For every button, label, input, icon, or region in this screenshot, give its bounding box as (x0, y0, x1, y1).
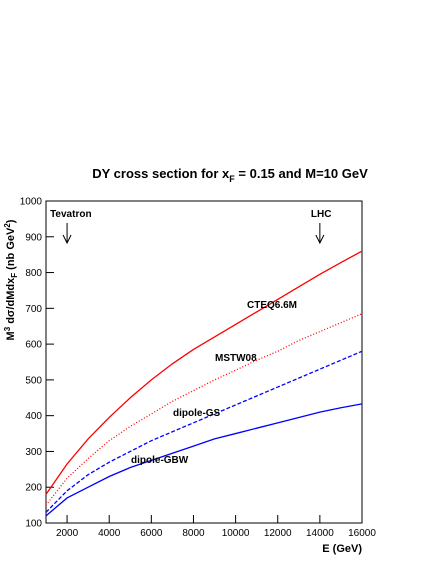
series-label: MSTW08 (215, 353, 257, 364)
x-tick-label: 4000 (98, 528, 121, 539)
series-label: CTEQ6.6M (247, 300, 297, 311)
label-part: 2 (3, 223, 12, 228)
label-part: 3 (3, 326, 12, 331)
y-tick-label: 300 (25, 447, 42, 458)
x-tick-label: 16000 (348, 528, 376, 539)
title-part: DY cross section for x (92, 166, 230, 181)
y-tick-label: 400 (25, 411, 42, 422)
series-line (45, 250, 363, 495)
x-tick-label: 6000 (140, 528, 163, 539)
x-tick-label: 12000 (264, 528, 292, 539)
y-tick-label: 900 (25, 232, 42, 243)
y-tick-label: 500 (25, 375, 42, 386)
y-tick-label: 1000 (20, 197, 43, 208)
annotation: LHC (311, 209, 332, 220)
y-tick-label: 700 (25, 304, 42, 315)
label-part: (nb GeV (5, 227, 17, 273)
title-part: F (229, 174, 235, 184)
annotation: Tevatron (50, 209, 92, 220)
plot-frame (45, 200, 363, 524)
x-tick-label: 2000 (56, 528, 79, 539)
y-tick-label: 800 (25, 268, 42, 279)
x-tick-label: 8000 (182, 528, 205, 539)
label-part: dσ/dMdx (5, 277, 17, 327)
y-axis-label: M3 dσ/dMdxF (nb GeV2) (3, 219, 19, 340)
x-tick-label: 10000 (222, 528, 250, 539)
y-tick-label: 200 (25, 483, 42, 494)
chart-title: DY cross section for xF = 0.15 and M=10 … (92, 166, 368, 184)
label-part: ) (5, 219, 17, 223)
arrow-head (62, 234, 72, 245)
x-axis-label: E (GeV) (322, 543, 362, 555)
x-tick-label: 14000 (306, 528, 334, 539)
y-tick-label: 600 (25, 340, 42, 351)
title-part: = 0.15 and M=10 GeV (235, 166, 368, 181)
arrow-head (315, 234, 325, 245)
series-label: dipole-GBW (131, 455, 189, 466)
y-tick-label: 100 (25, 519, 42, 530)
series-label: dipole-GS (173, 408, 221, 419)
series-line (45, 403, 363, 517)
label-part: F (10, 273, 19, 278)
series-line (45, 350, 363, 513)
label-part: M (5, 331, 17, 340)
